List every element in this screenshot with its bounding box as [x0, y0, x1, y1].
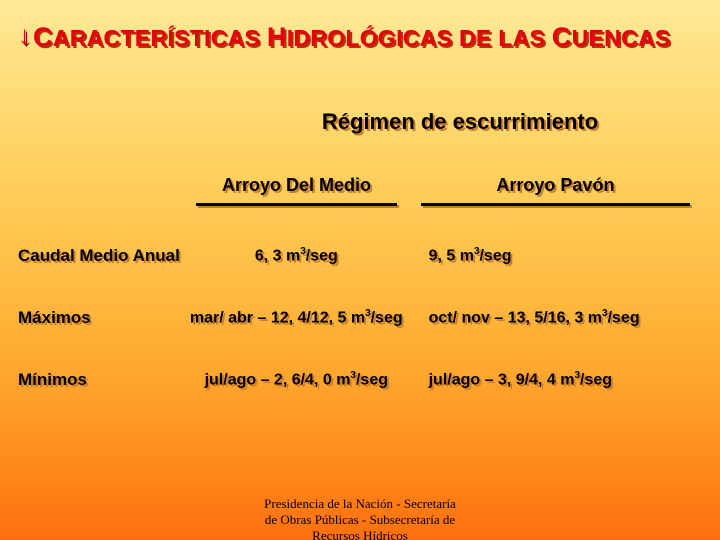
arrow-down-icon: ↓ — [18, 22, 31, 48]
cell: jul/ago – 2, 6/4, 0 m3/seg — [184, 370, 409, 389]
footer-clip: de Obras Públicas - Subsecretaría de Rec… — [0, 512, 720, 540]
footer: Presidencia de la Nación - Secretaría de… — [0, 496, 720, 540]
cell: oct/ nov – 13, 5/16, 3 m3/seg — [409, 308, 702, 327]
cell: 6, 3 m3/seg — [184, 246, 409, 265]
header-spacer — [18, 175, 184, 204]
title-row: ↓ CARACTERÍSTICAS HIDROLÓGICAS DE LAS CU… — [18, 22, 702, 53]
title-word-3: UENCAS — [572, 25, 671, 51]
slide: ↓ CARACTERÍSTICAS HIDROLÓGICAS DE LAS CU… — [0, 0, 720, 540]
table-row: Máximos mar/ abr – 12, 4/12, 5 m3/seg oc… — [18, 308, 702, 328]
title-word-2: IDROLÓGICAS DE LAS — [287, 25, 552, 51]
col-header-2: Arroyo Pavón — [409, 175, 702, 204]
title-cap-1: C — [33, 22, 53, 52]
footer-line: Presidencia de la Nación - Secretaría — [0, 496, 720, 512]
footer-line: de Obras Públicas - Subsecretaría de — [0, 512, 720, 528]
table-row: Mínimos jul/ago – 2, 6/4, 0 m3/seg jul/a… — [18, 370, 702, 390]
title-word-1: ARACTERÍSTICAS — [53, 25, 267, 51]
row-label: Caudal Medio Anual — [18, 246, 184, 266]
cell: mar/ abr – 12, 4/12, 5 m3/seg — [184, 308, 409, 327]
title-cap-2: H — [267, 22, 287, 52]
table-row: Caudal Medio Anual 6, 3 m3/seg 9, 5 m3/s… — [18, 246, 702, 266]
subtitle: Régimen de escurrimiento — [218, 109, 702, 135]
row-label: Mínimos — [18, 370, 184, 390]
row-label: Máximos — [18, 308, 184, 328]
title-cap-3: C — [552, 22, 572, 52]
cell: jul/ago – 3, 9/4, 4 m3/seg — [409, 370, 702, 389]
cell: 9, 5 m3/seg — [409, 246, 702, 265]
col-header-1: Arroyo Del Medio — [184, 175, 409, 204]
footer-line: Recursos Hídricos — [0, 528, 720, 540]
column-headers: Arroyo Del Medio Arroyo Pavón — [18, 175, 702, 204]
page-title: CARACTERÍSTICAS HIDROLÓGICAS DE LAS CUEN… — [33, 22, 671, 53]
